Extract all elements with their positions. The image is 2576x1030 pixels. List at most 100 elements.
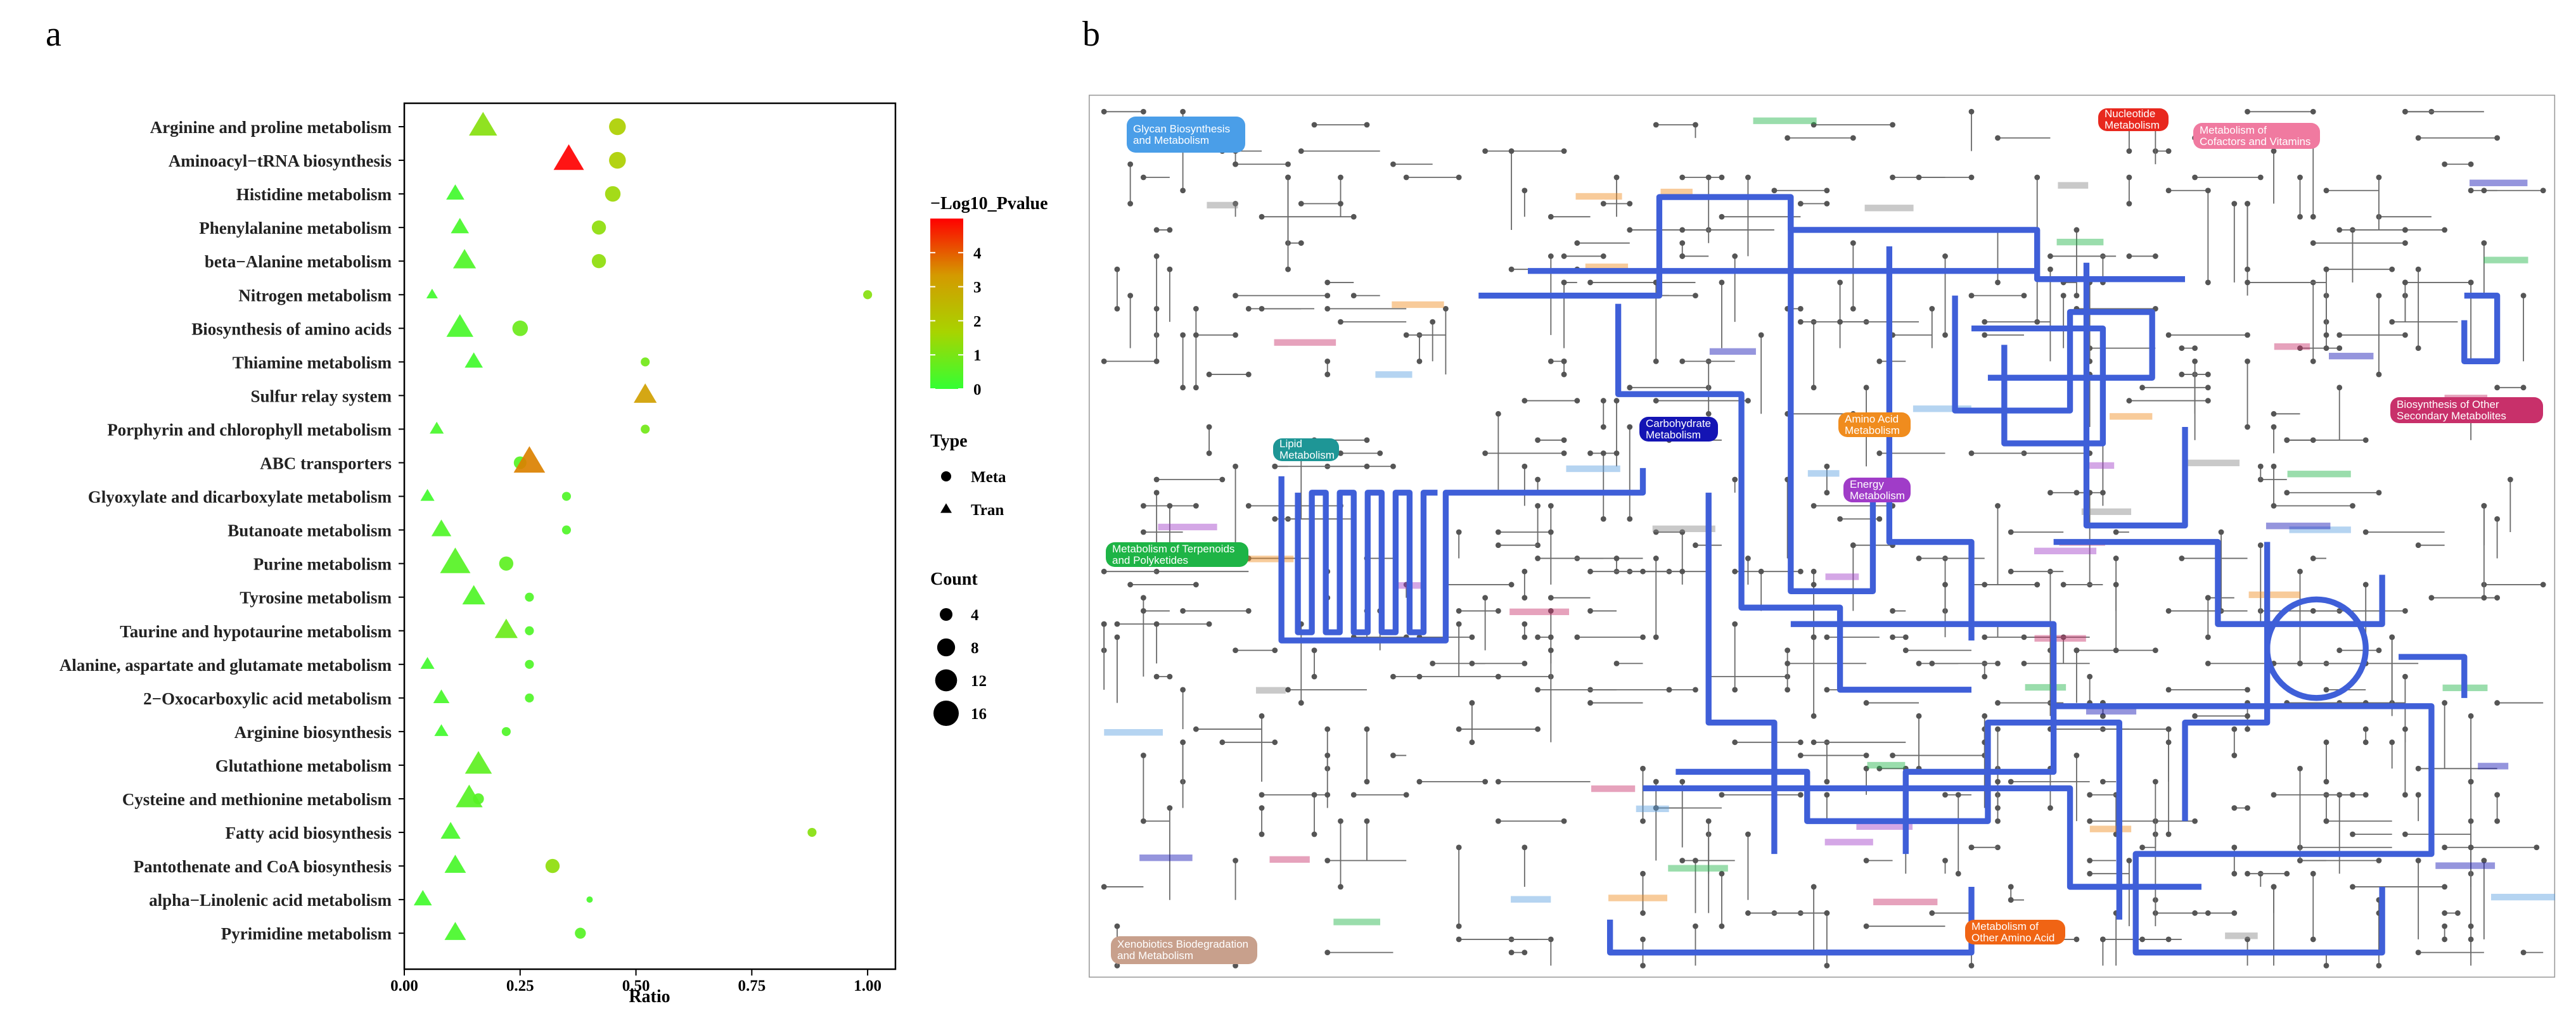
compound-node (1338, 818, 1343, 824)
compound-node (1890, 608, 1895, 614)
compound-node (1114, 305, 1120, 312)
highlight-path (1788, 197, 1876, 594)
compound-node (1640, 870, 1646, 877)
compound-node (1693, 687, 1698, 693)
compound-node (2152, 779, 2158, 785)
compound-node (1482, 595, 1489, 601)
compound-node (1324, 858, 1331, 863)
data-point (605, 186, 621, 202)
compound-node (1324, 305, 1331, 312)
compound-node (2271, 410, 2277, 417)
compound-node (2205, 279, 2211, 286)
y-tick-label: Butanoate metabolism (227, 521, 392, 540)
compound-node (2415, 765, 2421, 772)
compound-node (2008, 529, 2014, 535)
compound-node (2205, 660, 2211, 666)
compound-node (1982, 319, 1988, 325)
compound-node (2271, 463, 2277, 469)
compound-node (1890, 122, 1895, 128)
compound-node (1587, 279, 1593, 286)
compound-node (1298, 148, 1304, 154)
x-tick-label: 0.00 (390, 977, 418, 995)
compound-node (1693, 293, 1698, 299)
color-legend-title: −Log10_Pvalue (930, 194, 1048, 213)
data-point (446, 184, 465, 200)
compound-node (1469, 634, 1475, 640)
size-legend-label: 8 (971, 640, 979, 657)
data-point (465, 352, 484, 368)
compound-node (2454, 910, 2461, 916)
colorbar-label: 2 (973, 313, 982, 330)
map-frame (1089, 94, 2556, 978)
compound-node (1153, 621, 1160, 627)
compound-node (1561, 148, 1567, 154)
compound-node (1364, 779, 1370, 785)
compound-node (2271, 424, 2277, 430)
compound-node (1929, 910, 1935, 916)
compound-node (1259, 305, 1265, 312)
compound-node (1180, 687, 1186, 693)
compound-node (1627, 227, 1633, 233)
compound-node (1101, 621, 1107, 627)
compound-node (1324, 279, 1331, 286)
compound-node (2152, 253, 2158, 259)
compound-node (1153, 673, 1160, 680)
highlighted-pathways (1278, 194, 2501, 956)
compound-node (2205, 910, 2211, 916)
compound-node (2494, 135, 2501, 141)
compound-node (1259, 805, 1265, 811)
compound-node (1390, 753, 1396, 758)
compound-node (2271, 503, 2277, 509)
compound-node (1206, 450, 1212, 456)
compound-node (1272, 463, 1278, 469)
compound-node (1561, 358, 1567, 364)
data-point (452, 249, 477, 269)
map-category: Xenobiotics Biodegradation and Metabolis… (1111, 936, 1257, 964)
compound-node (2165, 831, 2172, 837)
compound-node (2494, 385, 2501, 391)
data-point (440, 547, 471, 573)
compound-node (2152, 647, 2158, 654)
highlight-path (1606, 886, 1975, 956)
highlight-path (1790, 621, 2057, 855)
data-point (586, 896, 593, 903)
compound-node (2350, 503, 2355, 509)
compound-node (1167, 673, 1173, 680)
compound-node (1810, 713, 1817, 719)
compound-node (2008, 884, 2014, 890)
compound-node (1350, 792, 1357, 798)
compound-node (1653, 398, 1659, 404)
pathway-label-block (1333, 919, 1380, 925)
size-legend-label: 12 (971, 673, 987, 690)
compound-node (2468, 161, 2474, 167)
compound-node (2126, 148, 2132, 154)
compound-node (2310, 870, 2316, 877)
compound-node (2087, 858, 2093, 863)
compound-node (1364, 122, 1370, 128)
pathway-network (1101, 108, 2556, 969)
y-tick-label: Porphyrin and chlorophyll metabolism (107, 420, 392, 439)
compound-node (2323, 687, 2329, 693)
data-point (469, 111, 497, 136)
compound-node (1745, 398, 1751, 404)
y-tick-label: Purine metabolism (253, 555, 392, 574)
compound-node (2034, 174, 2041, 181)
compound-node (1535, 556, 1541, 561)
compound-node (1114, 621, 1120, 627)
pathway-label-block (2435, 862, 2496, 869)
compound-node (1785, 647, 1791, 654)
compound-node (2034, 319, 2041, 325)
compound-node (1587, 450, 1593, 456)
compound-node (1193, 385, 1199, 391)
y-tick-label: Glyoxylate and dicarboxylate metabolism (88, 488, 392, 507)
compound-node (1719, 174, 1725, 181)
compound-node (2192, 358, 2198, 364)
y-tick-label: Aminoacyl−tRNA biosynthesis (169, 151, 392, 170)
compound-node (2047, 490, 2053, 496)
compound-node (1679, 529, 1686, 535)
compound-node (1548, 358, 1554, 364)
pathway-label-block (2058, 182, 2089, 189)
compound-node (1338, 201, 1343, 207)
compound-node (1824, 792, 1830, 798)
map-category: Metabolism of Terpenoids and Polyketides (1106, 542, 1248, 567)
